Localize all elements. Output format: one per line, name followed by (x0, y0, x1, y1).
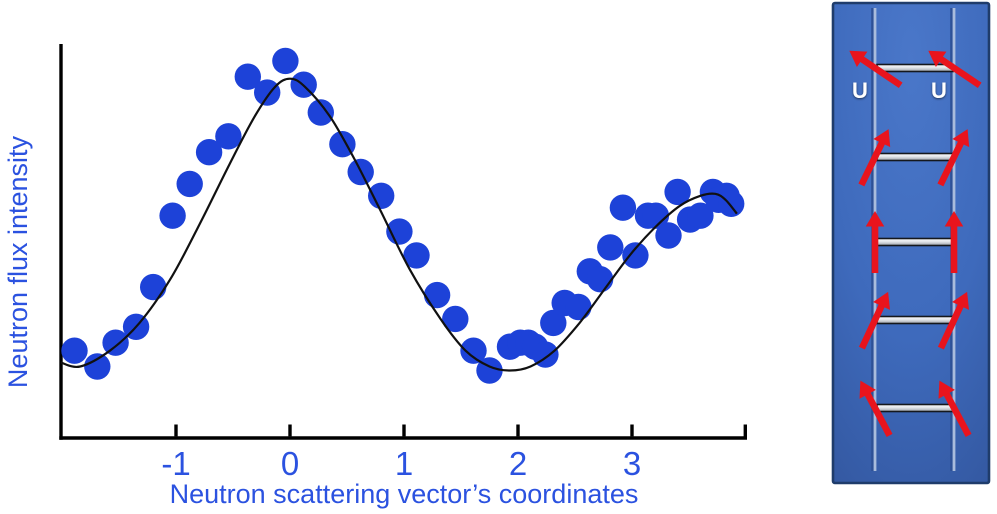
x-tick-label: 0 (281, 445, 299, 482)
scatter-point (597, 234, 624, 261)
spin-arrow-head (944, 211, 964, 227)
ladder-rung (876, 152, 954, 162)
spin-arrow-head (865, 211, 885, 227)
scatter-point (159, 202, 186, 229)
scatter-point (687, 202, 714, 229)
scatter-point (234, 63, 261, 90)
scatter-point (102, 329, 129, 356)
scatter-point (460, 337, 487, 364)
spin-arrow-head (928, 50, 947, 67)
y-axis-label: Neutron flux intensity (3, 135, 33, 388)
scatter-point (195, 139, 223, 166)
u-coupling-label: U (931, 78, 947, 103)
scatter-point (655, 222, 682, 249)
spin-arrow-head (873, 291, 890, 310)
spin-arrow-shaft (942, 390, 972, 437)
x-tick-label: 2 (509, 445, 527, 482)
ladder-rung (876, 237, 954, 247)
spin-arrow-head (938, 380, 955, 399)
spin-arrow-shaft (937, 302, 965, 350)
chart-axes: -1 0 1 2 3 (59, 44, 747, 482)
scatter-point (215, 123, 242, 150)
spin-arrow-shaft (858, 139, 886, 187)
scatter-point (61, 337, 88, 364)
scatter-point (622, 242, 649, 269)
scatter-point (565, 293, 592, 321)
scatter-point (423, 281, 451, 309)
scatter-point (140, 273, 167, 301)
scatter-points (61, 47, 745, 384)
scatter-point (718, 190, 745, 217)
scatter-point (586, 266, 614, 293)
spin-arrow-shaft (858, 55, 903, 89)
x-axis-label: Neutron scattering vector’s coordinates (170, 479, 639, 509)
spin-arrow-shaft (937, 55, 982, 89)
scatter-point (540, 309, 567, 337)
spin-arrow-head (849, 50, 868, 67)
spin-arrow-shaft (863, 390, 893, 437)
scatter-point (84, 353, 111, 380)
spin-arrow-shaft (937, 139, 965, 187)
spin-arrow-head (952, 129, 970, 148)
scatter-point (254, 79, 281, 106)
ladder-rung (876, 63, 954, 73)
ladder-rung (876, 403, 954, 413)
scatter-point (176, 170, 203, 198)
scatter-point (307, 99, 334, 126)
spin-arrow-head (859, 380, 876, 399)
ladder-rung (876, 315, 954, 325)
scatter-point (442, 305, 469, 333)
spin-arrow-shaft (858, 302, 886, 350)
scatter-point (403, 242, 430, 269)
scatter-point (609, 194, 637, 221)
spin-arrow-head (873, 129, 891, 148)
scatter-point (642, 202, 670, 229)
fit-curve (60, 77, 738, 372)
u-coupling-label: U (852, 78, 868, 103)
spin-arrow-head (952, 291, 969, 310)
fit-curve-layer (60, 77, 738, 372)
scatter-point (664, 178, 691, 206)
scatter-point (368, 182, 395, 209)
scatter-point (272, 47, 299, 75)
x-tick-label: 1 (395, 445, 413, 482)
x-tick-label: 3 (623, 445, 641, 482)
x-tick-label: -1 (161, 445, 190, 482)
